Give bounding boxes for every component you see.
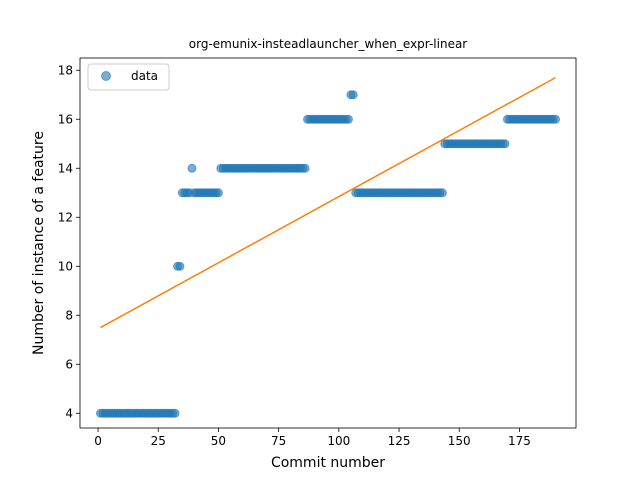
y-tick-label: 10 <box>58 259 73 273</box>
y-axis-label: Number of instance of a feature <box>31 131 47 355</box>
y-tick-label: 16 <box>58 112 73 126</box>
data-point <box>500 139 510 149</box>
x-axis-label: Commit number <box>271 455 385 471</box>
data-point <box>213 188 223 198</box>
legend: data <box>87 63 170 91</box>
fit-line <box>100 76 556 329</box>
plot-area: 0 25 50 75 100 125 150 175 4 6 8 10 12 14 16 18 <box>58 57 577 448</box>
data-point <box>348 90 358 100</box>
data-point <box>187 163 197 173</box>
data-point <box>343 114 353 124</box>
y-tick-label: 6 <box>65 357 73 371</box>
x-tick-label: 100 <box>327 434 350 448</box>
axes-frame <box>79 57 577 429</box>
y-tick-label: 12 <box>58 210 73 224</box>
x-tick-label: 150 <box>448 434 471 448</box>
y-tick-label: 4 <box>65 406 73 420</box>
x-tick-label: 75 <box>271 434 286 448</box>
x-tick-label: 0 <box>94 434 102 448</box>
legend-box <box>87 63 170 91</box>
data-point <box>437 188 447 198</box>
legend-label-data: data <box>131 69 158 83</box>
chart-title: org-emunix-insteadlauncher_when_expr-lin… <box>189 37 468 51</box>
legend-marker-data <box>101 71 111 81</box>
data-point <box>175 261 185 271</box>
y-tick-label: 18 <box>58 63 73 77</box>
x-tick-label: 175 <box>508 434 531 448</box>
data-point <box>551 114 561 124</box>
data-point <box>300 163 310 173</box>
x-tick-label: 125 <box>388 434 411 448</box>
x-tick-label: 25 <box>151 434 166 448</box>
x-tick-label: 50 <box>211 434 226 448</box>
y-tick-label: 8 <box>65 308 73 322</box>
data-point <box>170 408 180 418</box>
y-tick-label: 14 <box>58 161 73 175</box>
